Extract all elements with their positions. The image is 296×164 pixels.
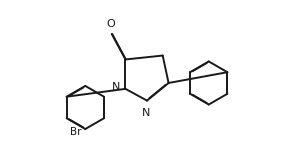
Text: N: N xyxy=(142,108,150,118)
Text: Br: Br xyxy=(70,127,81,137)
Text: N: N xyxy=(112,82,120,92)
Text: O: O xyxy=(106,19,115,29)
